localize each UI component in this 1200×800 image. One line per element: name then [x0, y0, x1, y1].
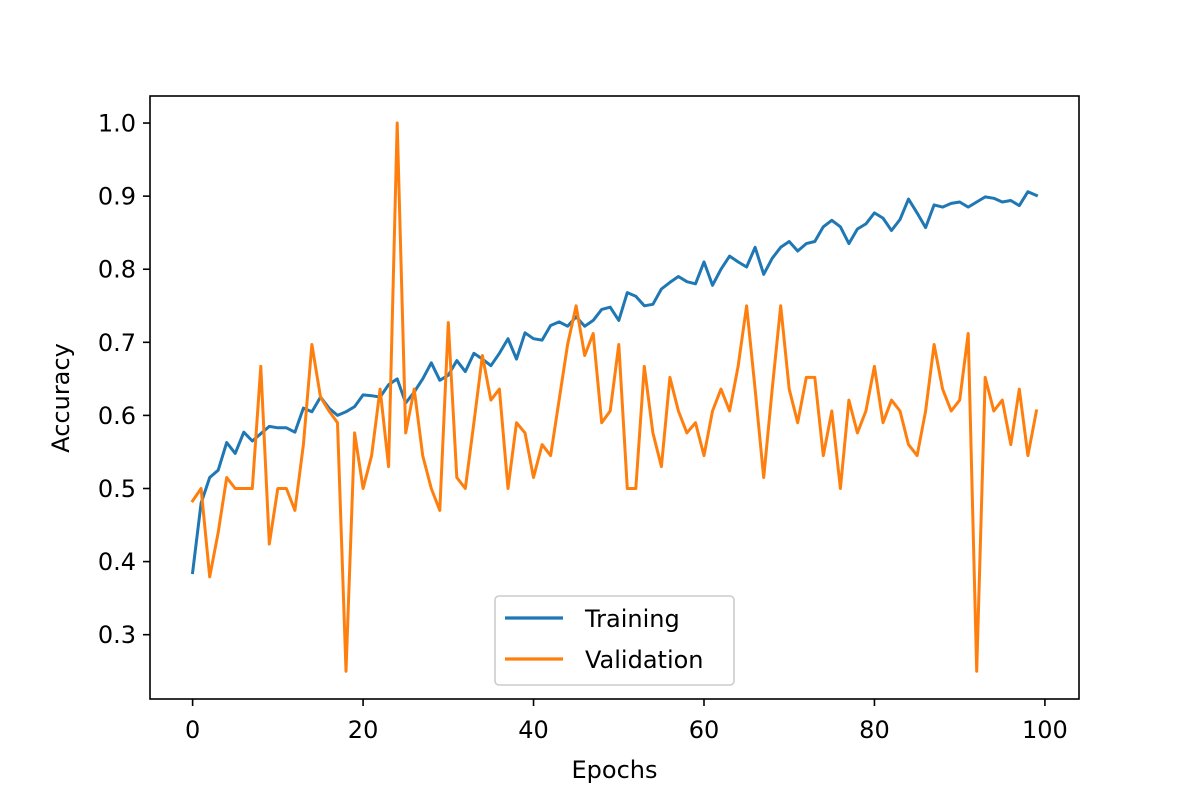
y-tick-label: 0.4 — [98, 548, 136, 576]
series-line-training — [190, 190, 1039, 575]
x-tick-label: 0 — [185, 716, 200, 744]
y-tick-label: 0.3 — [98, 621, 136, 649]
y-tick-label: 0.5 — [98, 475, 136, 503]
x-tick-label: 20 — [348, 716, 379, 744]
y-tick-label: 0.7 — [98, 329, 136, 357]
x-tick-label: 40 — [518, 716, 549, 744]
x-tick-label: 80 — [859, 716, 890, 744]
plot-frame — [149, 95, 1080, 700]
x-tick-label: 60 — [689, 716, 720, 744]
y-axis-label: Accuracy — [47, 343, 75, 453]
legend: Training Validation — [494, 595, 735, 686]
y-tick-label: 1.0 — [98, 110, 136, 138]
y-tick-label: 0.6 — [98, 402, 136, 430]
x-axis-ticks: 0 20 40 60 80 100 — [185, 699, 1068, 744]
legend-label-training: Training — [584, 605, 680, 633]
legend-label-validation: Validation — [585, 646, 704, 674]
series-line-validation — [190, 121, 1039, 673]
x-tick-label: 100 — [1022, 716, 1068, 744]
x-axis-label: Epochs — [572, 756, 658, 784]
y-axis-ticks: 0.3 0.4 0.5 0.6 0.7 0.8 0.9 1.0 — [98, 110, 150, 649]
series-lines — [190, 121, 1039, 673]
y-tick-label: 0.9 — [98, 183, 136, 211]
y-tick-label: 0.8 — [98, 256, 136, 284]
